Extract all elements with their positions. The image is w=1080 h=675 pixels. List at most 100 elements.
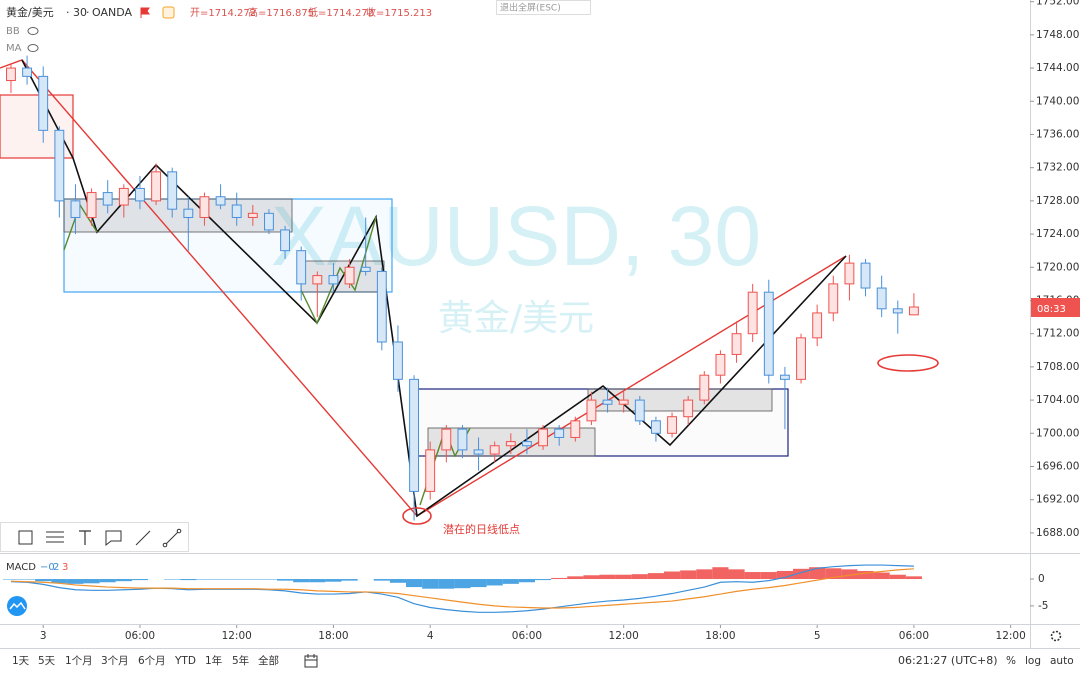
box	[587, 388, 773, 412]
plot: 3 06:00 12:00 18:00 4 06:00 12:00 18:00 5 06:00 12…	[2, 0, 1080, 642]
range-button[interactable]: 全部	[258, 654, 279, 667]
ohlc-high: 高=1716.875	[248, 6, 314, 19]
candle-body	[393, 341, 403, 380]
candle-body	[22, 67, 33, 77]
histogram-bar	[776, 570, 793, 580]
x-tick-label: 12:00	[609, 630, 639, 642]
candle-body	[586, 399, 597, 422]
candle-body	[215, 196, 226, 206]
candle-body	[618, 399, 629, 405]
histogram-bar	[131, 579, 149, 581]
candle-body	[38, 75, 49, 131]
candle-body	[699, 374, 710, 401]
candle-body	[231, 204, 242, 218]
histogram-bar	[728, 569, 745, 580]
indicator-ma: MA	[6, 43, 22, 54]
tool-fib[interactable]	[46, 531, 64, 543]
y-tick-label: 1740.000	[1036, 95, 1080, 107]
macd-value: 2	[53, 562, 59, 573]
candle-body	[441, 428, 452, 451]
range-button[interactable]: 5年	[232, 654, 249, 667]
y-tick-label: -5	[1038, 600, 1048, 612]
settings-icon[interactable]	[1050, 630, 1062, 642]
y-tick-label: 1696.000	[1036, 461, 1080, 473]
candle-body	[280, 229, 291, 252]
histogram-bar	[857, 570, 874, 580]
range-button[interactable]: YTD	[174, 655, 196, 667]
logo-mark	[9, 601, 26, 610]
circle-mark	[402, 507, 432, 525]
histogram-bar	[212, 579, 229, 580]
candle-body	[376, 270, 387, 343]
bottom-toolbar: 06:21:27 (UTC+8) 1天 5天 1个月 3个月 6个月 YTD 1年 5年 全部%…	[12, 654, 1074, 668]
range-button[interactable]: 5天	[38, 655, 56, 667]
candle-body	[667, 416, 677, 434]
x-tick-label: 3	[40, 630, 47, 642]
tool-ray[interactable]	[135, 530, 151, 546]
indicator-bb: BB	[6, 26, 20, 37]
range-button[interactable]: 1天	[12, 655, 30, 667]
histogram-bar	[841, 569, 858, 580]
range-button[interactable]: 1个月	[65, 655, 93, 667]
y-tick-label: 1704.000	[1036, 394, 1080, 406]
scale-option[interactable]: %	[1006, 655, 1016, 667]
candle-body	[102, 192, 113, 206]
histogram-bar	[470, 579, 487, 588]
macd-title: MACD	[6, 562, 36, 573]
y-tick-label: 1720.000	[1036, 261, 1080, 273]
macd-value: −0	[40, 562, 55, 573]
tool-line[interactable]	[164, 530, 180, 546]
range-button[interactable]: 6个月	[138, 655, 166, 667]
eye-icon[interactable]	[27, 27, 39, 35]
watermark-name: 黄金/美元	[438, 298, 594, 339]
candle-body	[683, 399, 694, 418]
ohlc-close: 收=1715.213	[366, 6, 432, 19]
tool-text[interactable]	[79, 530, 91, 545]
candle-body	[731, 333, 742, 355]
flag-icon[interactable]	[140, 7, 150, 18]
histogram-bar	[873, 572, 890, 580]
goto-date-icon[interactable]	[304, 654, 318, 668]
y-tick-label: 0	[1038, 573, 1045, 585]
box	[63, 198, 293, 233]
candle-body	[796, 337, 806, 380]
histogram-bar	[67, 579, 84, 584]
x-tick-label: 06:00	[512, 630, 542, 642]
histogram-bar	[406, 579, 423, 588]
histogram-bar	[809, 567, 826, 580]
candle-body	[425, 449, 436, 492]
histogram-bar	[309, 579, 326, 583]
exit-fullscreen-label[interactable]: 退出全屏(ESC)	[500, 2, 561, 14]
exit-fullscreen-button[interactable]	[496, 0, 591, 15]
range-button[interactable]: 1年	[205, 654, 222, 667]
histogram-bar	[889, 574, 906, 580]
candle-body	[812, 312, 823, 339]
clock: 06:21:27 (UTC+8)	[898, 654, 998, 667]
histogram-bar	[567, 576, 584, 580]
histogram-bar	[615, 574, 632, 580]
y-tick-label: 1708.000	[1036, 361, 1080, 373]
candle-body	[199, 196, 210, 218]
scale-option[interactable]: log	[1025, 655, 1041, 667]
tool-rect[interactable]	[18, 530, 33, 545]
y-tick-label: 1736.000	[1036, 128, 1080, 140]
histogram-bar	[680, 570, 697, 580]
annotation: 潜在的日线低点	[443, 522, 520, 536]
status-icon[interactable]	[162, 6, 175, 19]
scale-option[interactable]: auto	[1050, 655, 1074, 667]
tool-dot	[176, 528, 182, 534]
candle-body	[828, 283, 839, 314]
range-button[interactable]: 3个月	[101, 655, 129, 667]
candle-body	[473, 449, 484, 455]
eye-icon[interactable]	[27, 44, 39, 52]
histogram-bar	[180, 579, 197, 581]
y-tick-label: 1712.000	[1036, 328, 1080, 340]
candle-body	[650, 420, 661, 434]
tool-callout[interactable]	[105, 530, 122, 547]
histogram-bar	[583, 575, 600, 580]
histogram-bar	[164, 579, 181, 580]
histogram-bar	[373, 579, 390, 581]
histogram-bar	[631, 574, 648, 580]
candle-body	[634, 399, 645, 422]
